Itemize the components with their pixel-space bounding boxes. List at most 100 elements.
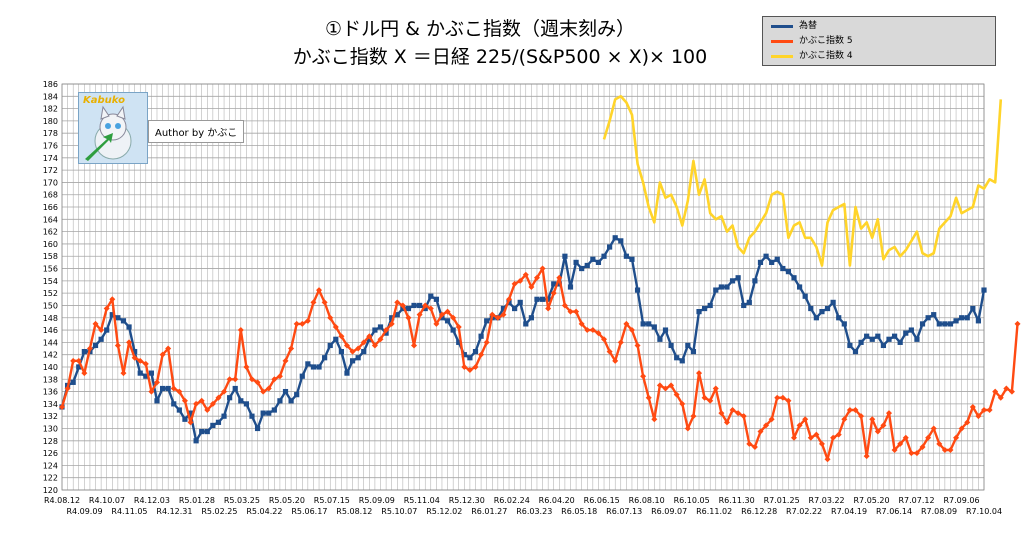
data-point	[126, 324, 131, 329]
x-tick-label: R6.11.02	[696, 507, 732, 516]
x-tick-label: R5.02.25	[201, 507, 237, 516]
data-point	[831, 300, 836, 305]
data-point	[618, 238, 623, 243]
data-point	[646, 321, 651, 326]
data-point	[651, 416, 657, 422]
data-point	[953, 318, 958, 323]
y-tick-label: 186	[43, 80, 58, 89]
y-tick-label: 134	[43, 400, 58, 409]
data-point	[624, 254, 629, 259]
data-point	[909, 327, 914, 332]
y-tick-label: 138	[43, 375, 58, 384]
data-point	[160, 386, 165, 391]
y-tick-label: 120	[43, 486, 58, 495]
x-tick-label: R5.04.22	[246, 507, 282, 516]
data-point	[926, 315, 931, 320]
data-point	[987, 407, 993, 413]
data-point	[920, 321, 925, 326]
data-point	[238, 327, 244, 333]
data-point	[445, 318, 450, 323]
data-point	[283, 389, 288, 394]
data-point	[875, 334, 880, 339]
data-point	[154, 398, 159, 403]
data-point	[948, 321, 953, 326]
data-point	[607, 244, 612, 249]
data-point	[881, 343, 886, 348]
data-point	[344, 371, 349, 376]
x-tick-label: R6.01.27	[471, 507, 507, 516]
y-tick-label: 184	[43, 92, 58, 101]
data-point	[82, 349, 87, 354]
x-tick-label: R4.12.03	[134, 496, 170, 505]
data-point	[568, 284, 573, 289]
y-tick-label: 152	[43, 289, 58, 298]
data-point	[590, 257, 595, 262]
data-point	[227, 395, 232, 400]
y-tick-label: 148	[43, 314, 58, 323]
data-point	[680, 358, 685, 363]
y-tick-label: 180	[43, 117, 58, 126]
x-tick-label: R5.01.28	[179, 496, 215, 505]
data-point	[763, 254, 768, 259]
data-point	[819, 309, 824, 314]
x-tick-label: R5.12.30	[449, 496, 485, 505]
data-point	[406, 306, 411, 311]
data-point	[210, 423, 215, 428]
data-point	[836, 315, 841, 320]
data-point	[646, 395, 652, 401]
x-tick-label: R6.10.05	[674, 496, 710, 505]
x-tick-label: R6.02.24	[494, 496, 530, 505]
data-point	[512, 306, 517, 311]
data-point	[451, 327, 456, 332]
y-tick-label: 154	[43, 277, 58, 286]
data-point	[238, 398, 243, 403]
data-point	[484, 318, 489, 323]
data-point	[93, 343, 98, 348]
data-point	[808, 306, 813, 311]
x-tick-label: R5.05.20	[269, 496, 305, 505]
x-tick-label: R4.11.05	[111, 507, 147, 516]
data-point	[886, 337, 891, 342]
data-point	[691, 349, 696, 354]
data-point	[199, 429, 204, 434]
data-point	[120, 370, 126, 376]
data-point	[965, 315, 970, 320]
x-tick-label: R7.09.06	[943, 496, 979, 505]
x-tick-label: R5.12.02	[426, 507, 462, 516]
data-point	[898, 340, 903, 345]
data-point	[166, 386, 171, 391]
data-point	[266, 411, 271, 416]
data-point	[545, 306, 551, 312]
y-tick-label: 178	[43, 129, 58, 138]
author-label: Author by かぶこ	[148, 120, 244, 143]
data-point	[434, 297, 439, 302]
series-line-2	[604, 96, 1001, 265]
data-point	[149, 371, 154, 376]
data-point	[652, 324, 657, 329]
data-point	[473, 349, 478, 354]
data-point	[249, 414, 254, 419]
data-point	[847, 343, 852, 348]
y-tick-label: 140	[43, 363, 58, 372]
data-point	[959, 315, 964, 320]
x-tick-label: R7.06.14	[876, 507, 912, 516]
data-point	[1015, 321, 1021, 327]
data-point	[372, 327, 377, 332]
y-tick-label: 122	[43, 474, 58, 483]
data-point	[774, 395, 780, 401]
y-tick-label: 182	[43, 105, 58, 114]
data-point	[976, 318, 981, 323]
data-point	[702, 306, 707, 311]
y-tick-label: 168	[43, 191, 58, 200]
data-point	[70, 358, 76, 364]
x-tick-label: R6.07.13	[606, 507, 642, 516]
data-point	[736, 275, 741, 280]
data-point	[233, 386, 238, 391]
x-tick-label: R7.07.12	[898, 496, 934, 505]
data-point	[685, 343, 690, 348]
data-point	[892, 334, 897, 339]
data-point	[300, 374, 305, 379]
data-point	[641, 321, 646, 326]
x-tick-label: R4.09.09	[66, 507, 102, 516]
